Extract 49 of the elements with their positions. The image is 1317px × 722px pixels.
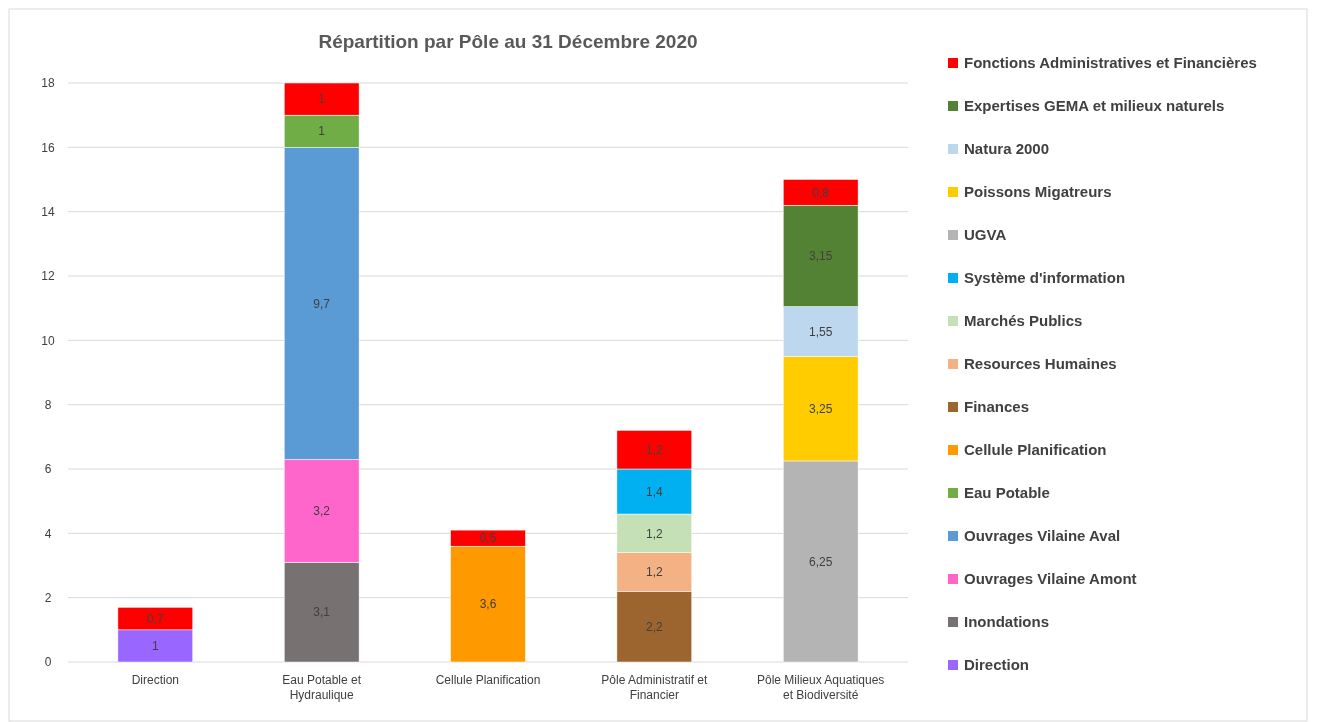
legend-label: Fonctions Administratives et Financières — [964, 54, 1257, 72]
data-label: 1,4 — [645, 484, 663, 499]
legend-label: Marchés Publics — [964, 312, 1083, 330]
legend-label: Expertises GEMA et milieux naturels — [964, 97, 1225, 115]
y-tick-label: 18 — [41, 76, 55, 91]
data-label: 3,6 — [479, 597, 497, 612]
legend-label: Ouvrages Vilaine Aval — [964, 527, 1121, 545]
data-label: 6,25 — [808, 554, 833, 569]
legend-label: Eau Potable — [964, 484, 1050, 502]
data-label: 0,5 — [479, 531, 497, 546]
data-label: 2,2 — [645, 619, 663, 634]
legend-label: Natura 2000 — [964, 140, 1050, 158]
data-label: 1,2 — [645, 565, 663, 580]
data-label: 0,7 — [146, 611, 164, 626]
chart-title: Répartition par Pôle au 31 Décembre 2020 — [318, 31, 698, 52]
data-label: 1,2 — [645, 526, 663, 541]
data-label: 9,7 — [313, 296, 331, 311]
legend-label: Resources Humaines — [964, 355, 1117, 373]
legend-label: UGVA — [964, 226, 1007, 244]
data-label: 0,8 — [812, 185, 830, 200]
y-tick-label: 10 — [41, 333, 55, 348]
x-tick-label: Direction — [131, 673, 180, 687]
x-tick-label: Cellule Planification — [435, 673, 541, 687]
data-label: 1 — [318, 92, 326, 107]
legend-label: Finances — [964, 398, 1030, 416]
legend-label: Inondations — [964, 613, 1049, 631]
data-label: 3,2 — [313, 504, 331, 519]
x-tick-label: Pôle Milieux Aquatiques et Biodiversité — [756, 673, 885, 702]
x-tick-label: Eau Potable et Hydraulique — [282, 673, 362, 702]
data-label: 3,25 — [808, 401, 833, 416]
legend-label: Direction — [964, 656, 1030, 674]
y-tick-label: 16 — [41, 140, 55, 155]
y-tick-label: 2 — [44, 590, 52, 605]
y-tick-label: 0 — [44, 655, 52, 670]
x-tick-label: Pôle Administratif et Financier — [601, 673, 709, 702]
y-tick-label: 6 — [44, 462, 52, 477]
data-label: 1 — [151, 639, 159, 654]
legend-label: Poissons Migatreurs — [964, 183, 1112, 201]
legend-label: Ouvrages Vilaine Amont — [964, 570, 1137, 588]
legend-label: Système d'information — [964, 269, 1126, 287]
data-label: 1,55 — [808, 324, 833, 339]
data-label: 1 — [318, 124, 326, 139]
y-tick-label: 14 — [41, 204, 55, 219]
data-label: 1,2 — [645, 442, 663, 457]
legend-label: Cellule Planification — [964, 441, 1107, 459]
y-tick-label: 12 — [41, 269, 55, 284]
data-label: 3,15 — [808, 249, 833, 264]
y-tick-label: 4 — [44, 526, 52, 541]
y-tick-label: 8 — [44, 397, 52, 412]
